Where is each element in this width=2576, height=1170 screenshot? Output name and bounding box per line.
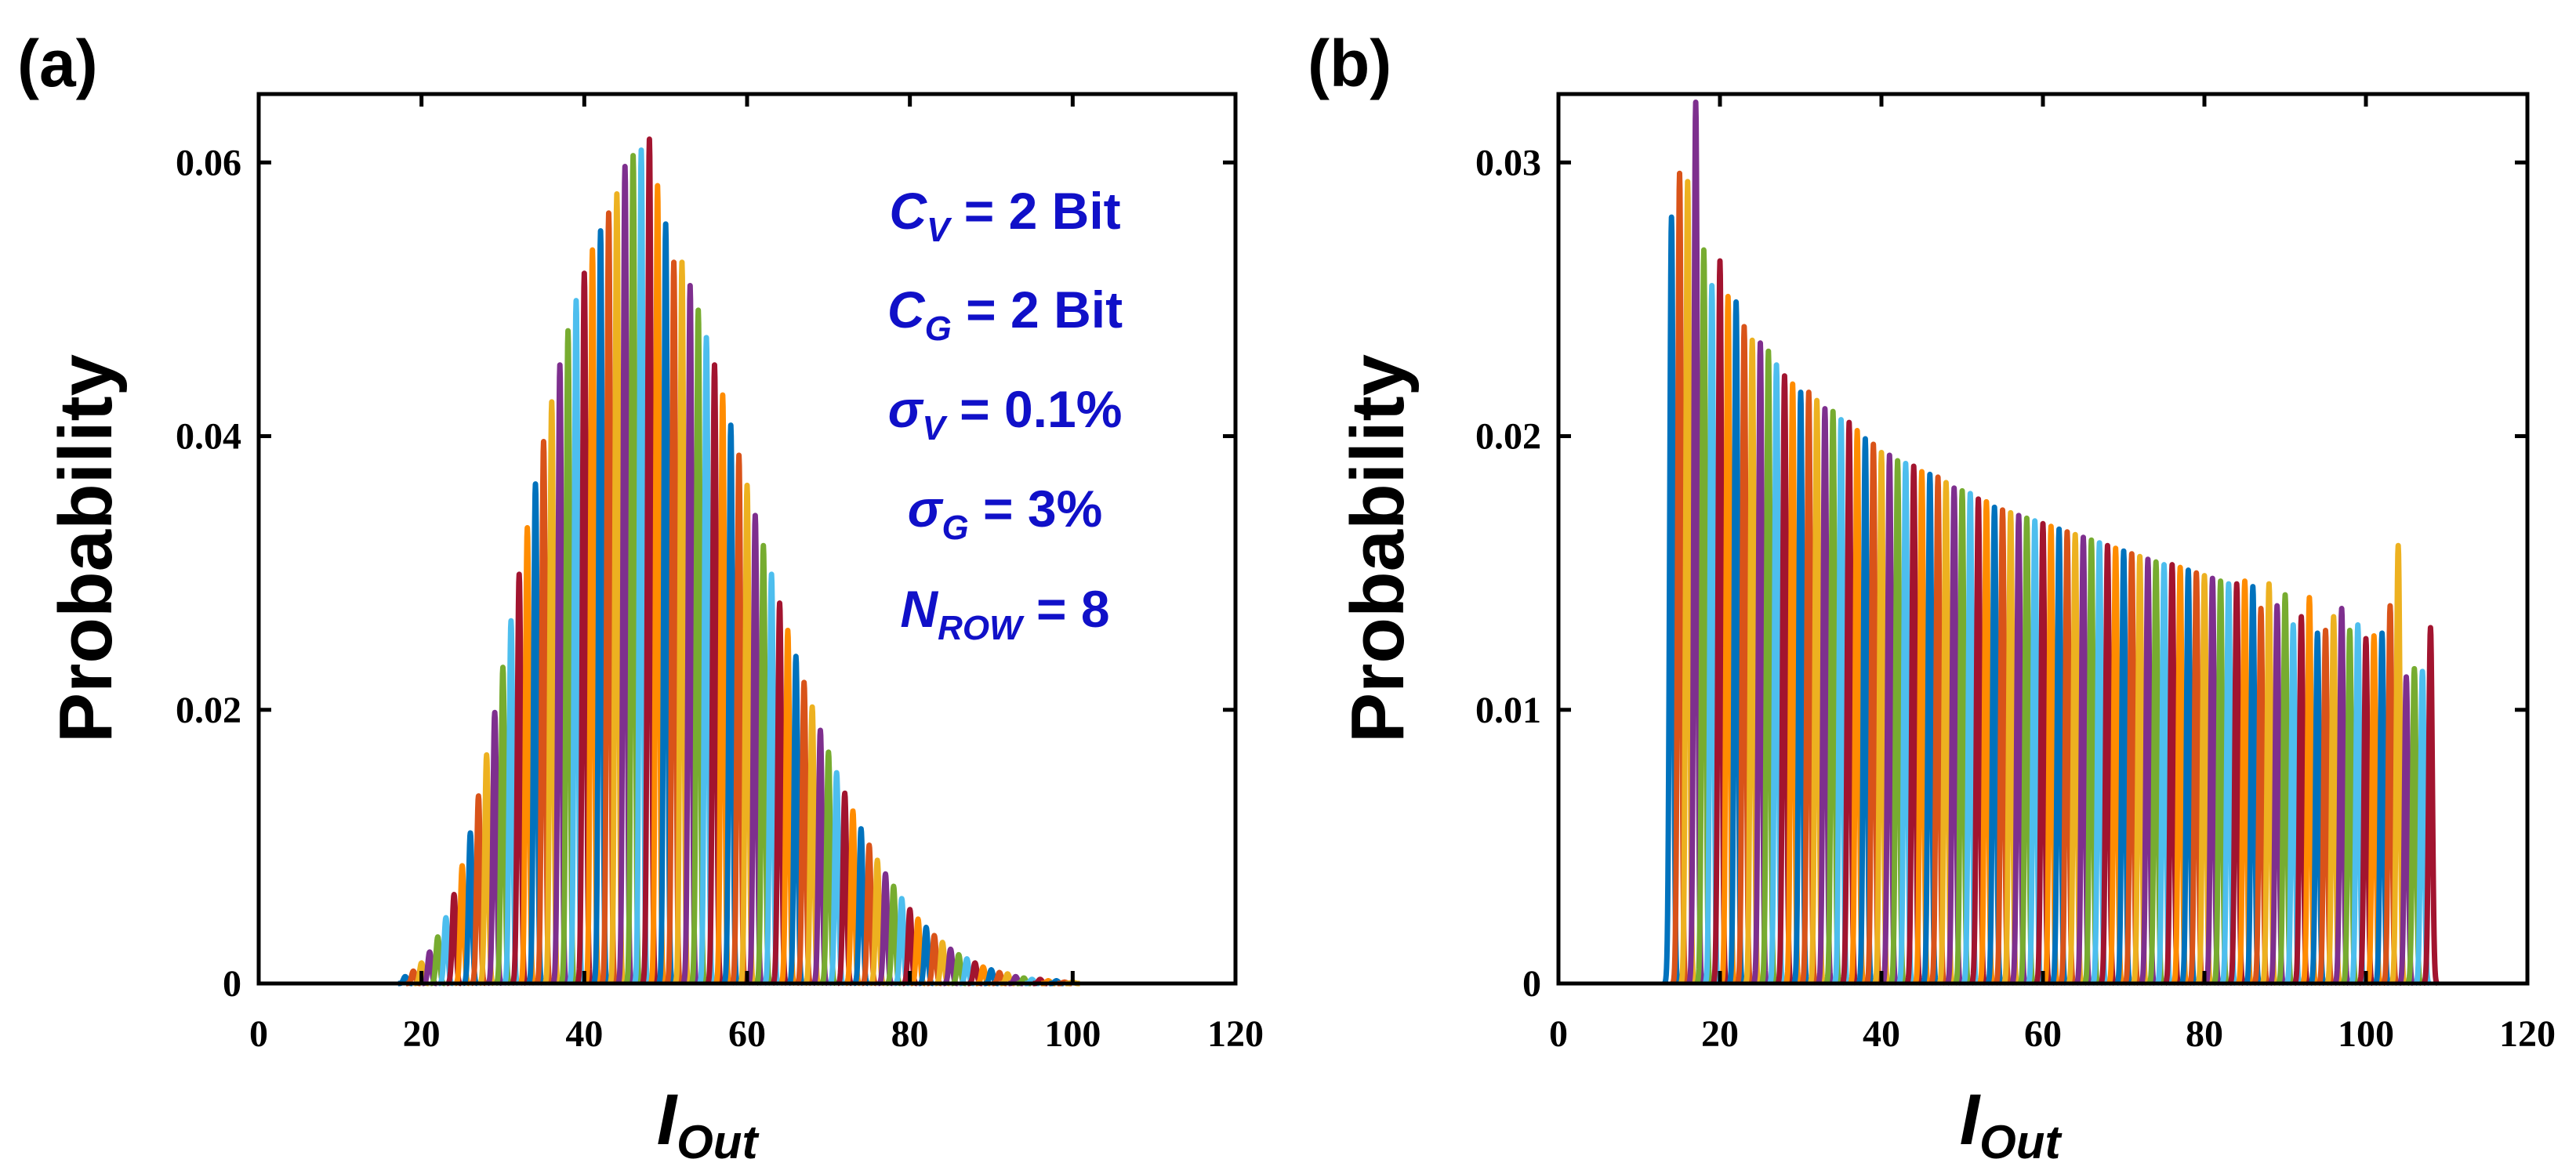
panel-a-x-axis-label: IOut xyxy=(657,1080,760,1168)
panel-b-axes: 0 20 40 60 80 100 120 0 0.01 0.02 0.03 xyxy=(1475,92,2556,1055)
panel-b-x-tick-label: 20 xyxy=(1701,1013,1739,1055)
panel-a-y-axis-label: Probability xyxy=(44,354,128,743)
panel-a-peaks xyxy=(356,136,1155,987)
annotation-symbol: σ xyxy=(888,380,924,438)
annotation-symbol: N xyxy=(900,580,938,638)
panel-a-x-tick-label: 40 xyxy=(565,1013,603,1055)
panel-b-y-tick-label: 0.03 xyxy=(1475,142,1541,183)
panel-a-y-tick-label: 0.02 xyxy=(176,690,241,731)
annotation-value: = 3% xyxy=(969,480,1103,538)
panel-a-label: (a) xyxy=(17,27,98,100)
annotation-subscript: G xyxy=(925,310,952,348)
panel-a-x-tick-label: 120 xyxy=(1207,1013,1264,1055)
panel-a-y-tick-label: 0.04 xyxy=(176,416,241,458)
annotation-value: = 0.1% xyxy=(945,380,1123,438)
panel-b-x-tick-label: 60 xyxy=(2024,1013,2062,1055)
annotation-line: σV = 0.1% xyxy=(888,380,1123,447)
annotation-line: NROW = 8 xyxy=(900,580,1109,647)
panel-b-y-axis-label: Probability xyxy=(1336,354,1420,743)
annotation-symbol: σ xyxy=(908,480,944,538)
panel-a-x-axis-label-sub: Out xyxy=(677,1116,760,1168)
panel-b-peaks xyxy=(1662,99,2447,987)
panel-a-x-axis-label-main: I xyxy=(657,1080,679,1160)
annotation-subscript: V xyxy=(922,409,948,447)
panel-a-x-tick-label: 60 xyxy=(728,1013,766,1055)
annotation-subscript: G xyxy=(942,509,968,547)
annotation-symbol: C xyxy=(887,281,926,339)
annotation-symbol: C xyxy=(889,182,927,240)
panel-b-x-tick-label: 0 xyxy=(1549,1013,1568,1055)
panel-b-x-tick-label: 100 xyxy=(2338,1013,2394,1055)
panel-b-x-axis-label-sub: Out xyxy=(1979,1116,2063,1168)
panel-b: (b) Probability 0 20 40 60 80 100 120 0 0.01 0.02… xyxy=(1308,27,2556,1168)
panel-a-axes: 0 20 40 60 80 100 120 0 0.02 0.04 0.06 xyxy=(176,92,1264,1055)
panel-b-y-tick-label: 0.01 xyxy=(1475,690,1541,731)
annotation-subscript: V xyxy=(927,211,952,249)
annotation-line: CG = 2 Bit xyxy=(887,281,1123,348)
panel-a-x-tick-label: 0 xyxy=(249,1013,268,1055)
panel-b-x-axis-label-main: I xyxy=(1960,1080,1982,1160)
panel-a-x-tick-label: 20 xyxy=(403,1013,441,1055)
panel-a-y-tick-label: 0.06 xyxy=(176,142,241,183)
panel-b-label: (b) xyxy=(1308,27,1391,100)
panel-b-x-axis-label: IOut xyxy=(1960,1080,2063,1168)
annotation-line: CV = 2 Bit xyxy=(889,182,1120,249)
panel-a-x-tick-label: 100 xyxy=(1044,1013,1101,1055)
panel-b-y-tick-label: 0 xyxy=(1522,963,1541,1005)
panel-b-peak xyxy=(2421,625,2440,987)
annotation-value: = 8 xyxy=(1022,580,1110,638)
panel-b-x-tick-label: 40 xyxy=(1863,1013,1900,1055)
panel-b-x-tick-label: 120 xyxy=(2499,1013,2556,1055)
annotation-value: = 2 Bit xyxy=(952,281,1123,339)
annotation-value: = 2 Bit xyxy=(949,182,1120,240)
panel-a-y-tick-label: 0 xyxy=(223,963,241,1005)
panel-a: (a) Probability 0 20 40 60 80 100 120 0 0.02 0.04… xyxy=(17,27,1264,1168)
panel-b-x-tick-label: 80 xyxy=(2186,1013,2223,1055)
annotation-line: σG = 3% xyxy=(908,480,1103,547)
annotation-subscript: ROW xyxy=(938,609,1025,647)
panel-b-y-tick-label: 0.02 xyxy=(1475,416,1541,458)
panel-a-x-tick-label: 80 xyxy=(891,1013,929,1055)
